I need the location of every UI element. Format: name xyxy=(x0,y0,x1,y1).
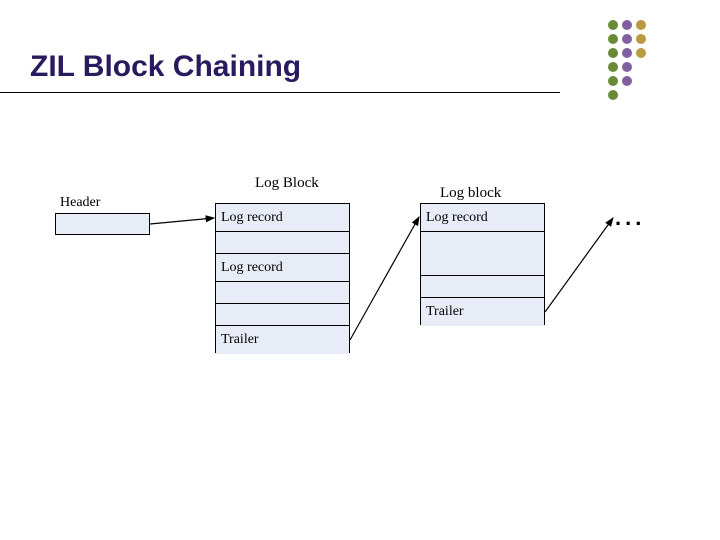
chain-arrow xyxy=(150,218,214,224)
block1-cell xyxy=(216,232,349,254)
log-block-2: Log record Trailer xyxy=(420,203,545,325)
block1-cell: Trailer xyxy=(216,326,349,354)
decor-dot xyxy=(608,90,618,100)
decor-dot xyxy=(622,20,632,30)
block1-cell xyxy=(216,282,349,304)
decor-dot xyxy=(636,48,646,58)
block2-cell xyxy=(421,232,544,276)
block1-cell: Log record xyxy=(216,254,349,282)
decor-dot xyxy=(622,62,632,72)
decor-dot xyxy=(608,20,618,30)
decor-dot xyxy=(608,34,618,44)
decor-dot xyxy=(608,62,618,72)
block2-cell: Trailer xyxy=(421,298,544,326)
logblock1-label: Log Block xyxy=(255,175,319,192)
decor-dot xyxy=(622,76,632,86)
decor-dot xyxy=(622,48,632,58)
block2-cell: Log record xyxy=(421,204,544,232)
block2-cell xyxy=(421,276,544,298)
decor-dot xyxy=(636,34,646,44)
decor-dot xyxy=(636,20,646,30)
decor-dot xyxy=(608,48,618,58)
ellipsis-label: ... xyxy=(615,205,645,231)
chain-arrow xyxy=(545,218,613,312)
decor-dot xyxy=(608,76,618,86)
decor-dot xyxy=(622,34,632,44)
log-block-1: Log record Log record Trailer xyxy=(215,203,350,353)
slide-title: ZIL Block Chaining xyxy=(30,50,301,84)
title-underline xyxy=(0,92,560,93)
logblock2-label: Log block xyxy=(440,185,501,202)
block1-cell: Log record xyxy=(216,204,349,232)
block1-cell xyxy=(216,304,349,326)
header-box xyxy=(55,213,150,235)
header-label: Header xyxy=(60,195,100,211)
chain-arrow xyxy=(350,217,419,340)
